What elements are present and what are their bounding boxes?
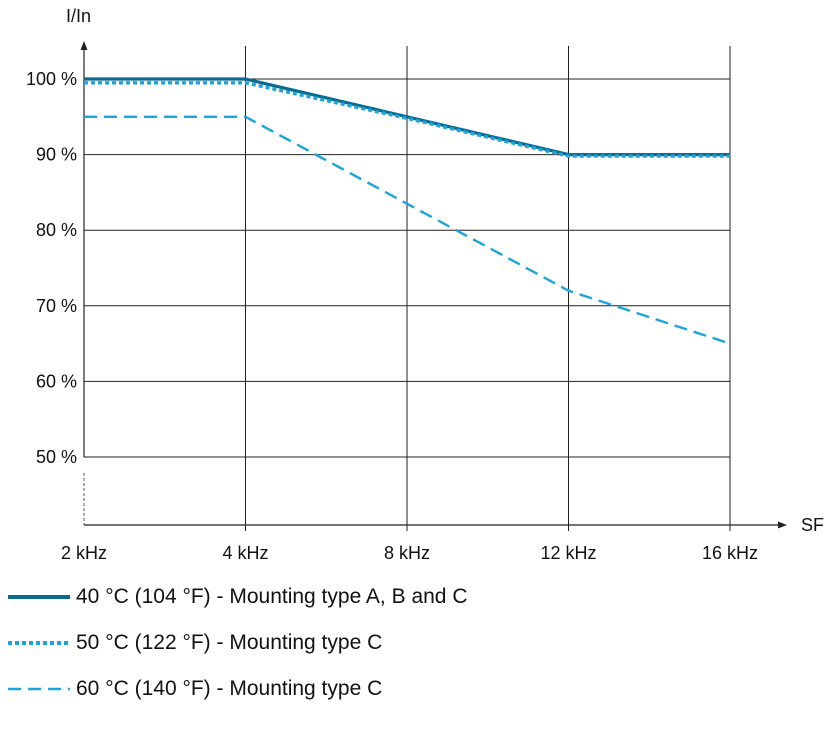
legend-swatch-dashed [8, 687, 70, 691]
legend: 40 °C (104 °F) - Mounting type A, B and … [8, 585, 467, 723]
legend-swatch-dotted [8, 641, 70, 645]
x-tick-label: 16 kHz [702, 543, 758, 563]
x-tick-label: 4 kHz [222, 543, 268, 563]
series-line-dashed [84, 115, 731, 345]
tick-labels: I/In SF 50 % 60 % 70 % 80 % 90 % 100 % 2 kHz 4 kH… [26, 6, 824, 563]
legend-label: 50 °C (122 °F) - Mounting type C [76, 631, 383, 654]
y-axis-arrow-icon [80, 41, 88, 50]
y-tick-label: 90 % [36, 145, 77, 165]
legend-item-50c: 50 °C (122 °F) - Mounting type C [8, 631, 467, 655]
x-tick-label: 8 kHz [384, 543, 430, 563]
x-axis-title: SF [801, 515, 824, 535]
legend-item-40c: 40 °C (104 °F) - Mounting type A, B and … [8, 585, 467, 609]
grid [84, 46, 731, 531]
x-tick-label: 12 kHz [540, 543, 596, 563]
legend-label: 60 °C (140 °F) - Mounting type C [76, 677, 383, 700]
legend-label: 40 °C (104 °F) - Mounting type A, B and … [76, 585, 468, 608]
y-tick-label: 70 % [36, 296, 77, 316]
x-tick-label: 2 kHz [61, 543, 107, 563]
series-lines [84, 77, 731, 345]
y-tick-label: 50 % [36, 447, 77, 467]
axes [80, 41, 787, 529]
derating-chart: I/In SF 50 % 60 % 70 % 80 % 90 % 100 % 2 kHz 4 kH… [26, 6, 824, 563]
x-axis-arrow-icon [778, 521, 787, 529]
legend-swatch-solid [8, 595, 70, 599]
series-line-dotted [84, 81, 730, 158]
y-axis-title: I/In [66, 6, 91, 26]
legend-item-60c: 60 °C (140 °F) - Mounting type C [8, 677, 467, 701]
y-tick-label: 100 % [26, 69, 77, 89]
y-tick-label: 80 % [36, 220, 77, 240]
y-tick-label: 60 % [36, 371, 77, 391]
